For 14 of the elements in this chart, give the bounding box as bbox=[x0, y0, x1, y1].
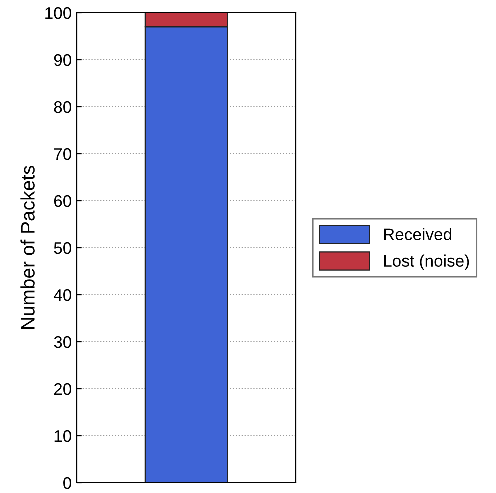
y-tick-label: 20 bbox=[54, 383, 72, 396]
y-tick-label: 0 bbox=[64, 477, 72, 490]
y-tick-label: 30 bbox=[54, 336, 72, 348]
y-tick-label: 10 bbox=[54, 430, 72, 442]
y-tick-label: 70 bbox=[54, 148, 72, 160]
legend-label: Lost (noise) bbox=[384, 254, 470, 270]
y-tick-label: 60 bbox=[54, 195, 72, 208]
y-tick-label: 80 bbox=[54, 101, 72, 114]
y-tick-label: 90 bbox=[54, 54, 72, 66]
y-axis-title: Number of Packets bbox=[20, 166, 35, 330]
y-tick-label: 40 bbox=[54, 289, 72, 302]
legend-label: Received bbox=[384, 228, 452, 240]
y-tick-label: 50 bbox=[54, 242, 72, 254]
y-tick-label: 100 bbox=[46, 7, 72, 20]
